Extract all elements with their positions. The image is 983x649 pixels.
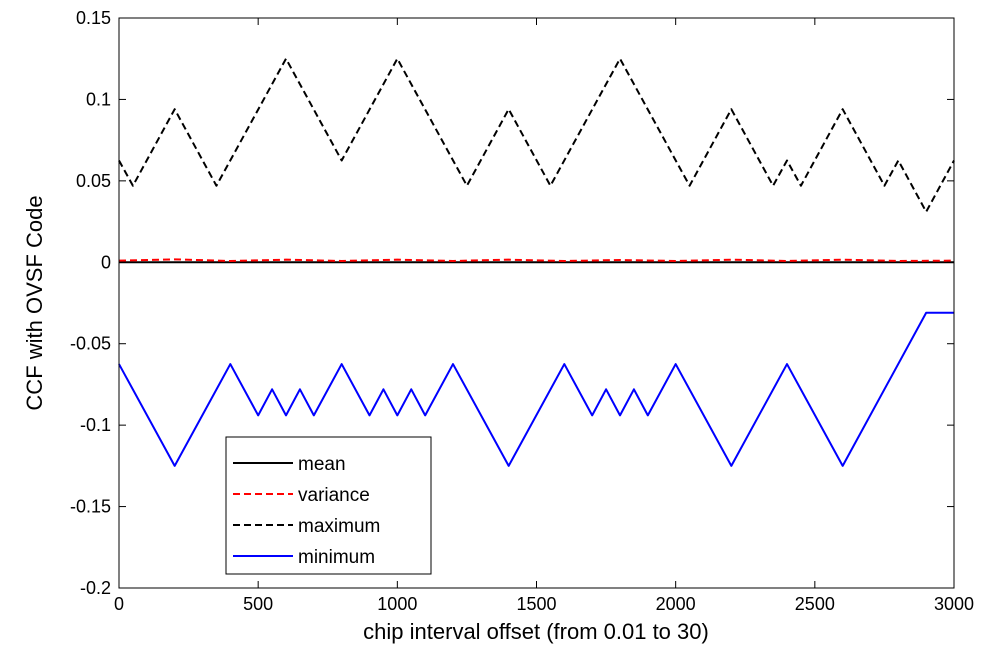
ticks-layer: 0 500 1000 1500 2000 2500 3000 -0.2 -0.15 -0.1 -0.… (70, 8, 974, 614)
x-tick-label: 3000 (934, 594, 974, 614)
y-tick-label: 0.05 (76, 171, 111, 191)
x-tick-label: 500 (243, 594, 273, 614)
series-line-variance (118, 258, 955, 262)
series-line-minimum (118, 311, 954, 467)
legend-label-minimum: minimum (298, 547, 375, 568)
y-tick-label: -0.1 (80, 415, 111, 435)
y-axis-title: CCF with OVSF Code (22, 195, 47, 410)
x-tick-label: 0 (114, 594, 124, 614)
series-layer (118, 57, 955, 467)
y-tick-label: 0.1 (86, 89, 111, 109)
y-tick-label: 0 (101, 252, 111, 272)
series-line-maximum (118, 57, 955, 213)
x-tick-label: 1000 (377, 594, 417, 614)
legend-items: mean variance maximum minimum (233, 454, 380, 568)
legend-label-maximum: maximum (298, 516, 380, 537)
x-axis-title: chip interval offset (from 0.01 to 30) (363, 619, 709, 644)
x-tick-label: 1500 (516, 594, 556, 614)
y-tick-label: -0.15 (70, 497, 111, 517)
x-tick-label: 2000 (656, 594, 696, 614)
legend-box (225, 436, 432, 575)
y-tick-label: -0.05 (70, 334, 111, 354)
legend-label-mean: mean (298, 454, 346, 475)
y-tick-label: 0.15 (76, 8, 111, 28)
y-tick-label: -0.2 (80, 578, 111, 598)
legend-label-variance: variance (298, 485, 370, 506)
legend: mean variance maximum minimum (225, 436, 432, 575)
x-tick-label: 2500 (795, 594, 835, 614)
